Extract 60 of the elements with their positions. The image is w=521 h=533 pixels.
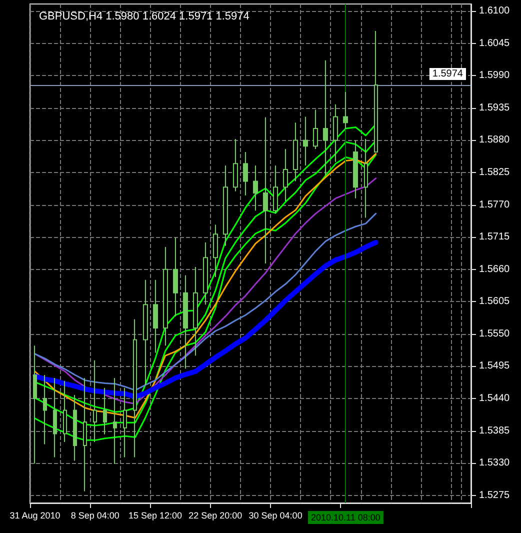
candlestick bbox=[63, 380, 67, 442]
y-tick-label: 1.5935 bbox=[479, 102, 510, 114]
y-tick-label: 1.5715 bbox=[479, 232, 510, 243]
candlestick bbox=[323, 60, 328, 176]
y-tick-label: 1.5495 bbox=[479, 360, 510, 372]
y-tick-label: 1.6100 bbox=[479, 6, 510, 17]
candlestick bbox=[213, 224, 218, 278]
x-tick-label: 31 Aug 2010 bbox=[10, 510, 60, 520]
candlestick bbox=[343, 92, 348, 130]
x-tick-label: 30 Sep 04:00 bbox=[248, 510, 302, 520]
candlestick bbox=[153, 279, 158, 354]
candlestick bbox=[53, 377, 57, 458]
candlestick bbox=[83, 377, 87, 492]
candlestick bbox=[283, 148, 288, 202]
candlestick bbox=[73, 394, 77, 462]
candlestick bbox=[183, 274, 188, 370]
candlestick bbox=[273, 164, 278, 214]
y-tick-label: 1.5550 bbox=[479, 328, 510, 340]
candlestick bbox=[103, 387, 107, 435]
y-tick-label: 1.6045 bbox=[479, 38, 510, 49]
x-tick-label: 22 Sep 20:00 bbox=[188, 510, 242, 520]
y-tick-label: 1.5880 bbox=[479, 134, 510, 146]
y-tick-label: 1.5660 bbox=[479, 264, 510, 275]
candlestick bbox=[313, 109, 318, 150]
candlestick bbox=[43, 374, 47, 445]
candlestick bbox=[33, 345, 37, 464]
candlestick bbox=[163, 246, 168, 346]
candlestick bbox=[353, 140, 358, 199]
candlestick bbox=[333, 104, 338, 162]
ref-line-label: 1.5974 bbox=[432, 68, 464, 80]
candlestick bbox=[123, 387, 127, 458]
candlestick bbox=[243, 151, 248, 196]
x-tick-label: 2010.10.11 08:00 bbox=[311, 512, 380, 522]
x-tick-label: 15 Sep 12:00 bbox=[128, 510, 182, 520]
y-tick-label: 1.5440 bbox=[479, 393, 510, 404]
candlestick bbox=[253, 164, 258, 212]
candlestick bbox=[233, 138, 238, 192]
candlestick bbox=[223, 164, 228, 246]
candlestick bbox=[293, 122, 298, 182]
candlestick bbox=[203, 242, 208, 306]
candlestick bbox=[374, 30, 378, 152]
y-tick-label: 1.5605 bbox=[479, 296, 510, 308]
candlestick bbox=[364, 138, 368, 218]
candlestick bbox=[143, 279, 148, 386]
y-tick-label: 1.5770 bbox=[479, 199, 510, 210]
line-series bbox=[34, 212, 377, 392]
candlestick bbox=[263, 116, 268, 264]
candlestick bbox=[193, 266, 198, 356]
candlestick bbox=[173, 237, 178, 317]
y-tick-label: 1.5330 bbox=[479, 458, 510, 469]
candlestick bbox=[93, 360, 97, 442]
y-tick-label: 1.5990 bbox=[479, 70, 510, 82]
y-tick-label: 1.5825 bbox=[479, 166, 510, 178]
candlestick bbox=[303, 116, 308, 166]
x-tick-label: 8 Sep 04:00 bbox=[70, 510, 120, 520]
candlestick bbox=[133, 318, 137, 458]
y-tick-label: 1.5385 bbox=[479, 425, 510, 436]
y-tick-label: 1.5275 bbox=[479, 490, 510, 501]
candlestick bbox=[113, 377, 117, 464]
text: GBPUSD,H4 1.5980 1.6024 1.5971 1.5974 bbox=[39, 10, 250, 22]
